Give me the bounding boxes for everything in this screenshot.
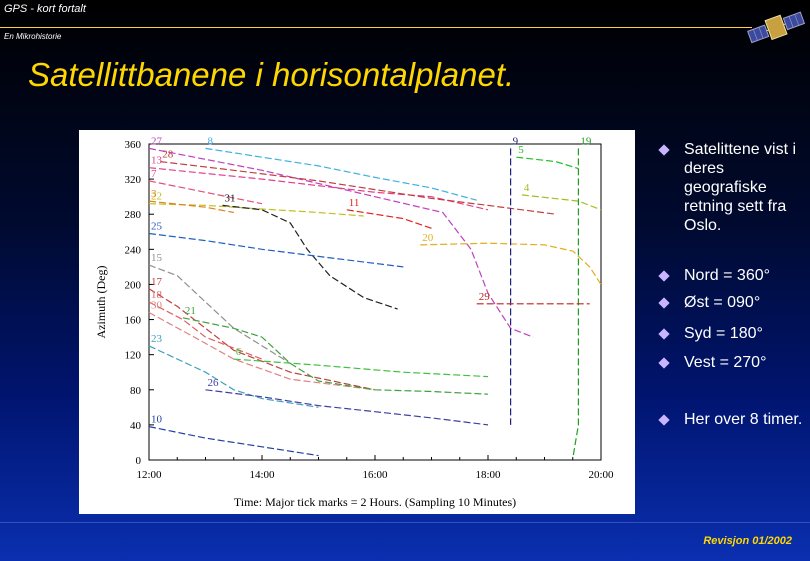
series-label-21: 21 bbox=[185, 305, 196, 317]
azimuth-chart: 0 40 80 120 160 200 240 280 320 360 12:00 14:00 16:0… bbox=[79, 130, 635, 514]
series-label-26: 26 bbox=[208, 377, 220, 389]
series-label-27: 27 bbox=[151, 135, 163, 147]
bullet-text: Satelittene vist i deres geografiske ret… bbox=[684, 141, 797, 234]
y-tick-label: 40 bbox=[130, 420, 142, 432]
series-label-15: 15 bbox=[151, 252, 163, 264]
diamond-bullet-icon bbox=[658, 270, 670, 282]
bullet-text: Øst = 090° bbox=[684, 294, 761, 311]
series-label-18: 18 bbox=[151, 289, 163, 301]
series-label-4: 4 bbox=[524, 182, 530, 194]
y-tick-label: 360 bbox=[125, 139, 142, 151]
y-tick-label: 80 bbox=[130, 385, 142, 397]
bullet-text: Syd = 180° bbox=[684, 325, 763, 342]
series-label-19: 19 bbox=[580, 135, 592, 147]
series-line-19 bbox=[572, 148, 579, 459]
plot-frame bbox=[148, 143, 602, 461]
revision-footer: Revisjon 01/2002 bbox=[703, 535, 792, 547]
series-label-28: 28 bbox=[162, 149, 174, 161]
x-tick-label: 12:00 bbox=[136, 469, 162, 481]
series-label-5: 5 bbox=[518, 144, 524, 156]
series-line-31 bbox=[222, 204, 398, 310]
series-label-9: 9 bbox=[513, 135, 519, 147]
x-tick-label: 14:00 bbox=[249, 469, 275, 481]
series-line-13 bbox=[148, 167, 489, 211]
bullet-text: Vest = 270° bbox=[684, 354, 767, 371]
series-line-10 bbox=[148, 426, 319, 457]
series-line-23 bbox=[148, 345, 319, 408]
x-tick-label: 16:00 bbox=[362, 469, 388, 481]
series-line-25 bbox=[148, 232, 404, 268]
diamond-bullet-icon bbox=[658, 297, 670, 309]
y-tick-label: 0 bbox=[136, 455, 142, 467]
x-tick-label: 20:00 bbox=[588, 469, 614, 481]
series-line-6 bbox=[233, 358, 489, 378]
series-line-7 bbox=[148, 180, 263, 205]
diamond-bullet-icon bbox=[658, 414, 670, 426]
footer-divider bbox=[0, 522, 810, 523]
series-line-27 bbox=[148, 147, 534, 338]
y-tick-label: 280 bbox=[125, 209, 142, 221]
series-label-10: 10 bbox=[151, 414, 163, 426]
slide-title: Satellittbanene i horisontalplanet. bbox=[28, 56, 515, 93]
header-divider bbox=[0, 27, 752, 28]
y-axis-label: Azimuth (Deg) bbox=[94, 266, 108, 339]
series-line-28 bbox=[160, 161, 556, 215]
diamond-bullet-icon bbox=[658, 144, 670, 156]
series-label-7: 7 bbox=[151, 168, 157, 180]
y-tick-label: 200 bbox=[125, 279, 142, 291]
series-line-3 bbox=[148, 200, 234, 214]
series-label-31: 31 bbox=[224, 192, 235, 204]
bullet-text: Her over 8 timer. bbox=[684, 411, 803, 428]
series-label-6: 6 bbox=[236, 346, 242, 358]
series-label-3: 3 bbox=[151, 188, 157, 200]
series-label-29: 29 bbox=[479, 291, 491, 303]
bullet-text: Nord = 360° bbox=[684, 267, 771, 284]
series-label-23: 23 bbox=[151, 333, 163, 345]
x-tick-label: 18:00 bbox=[475, 469, 501, 481]
series-label-11: 11 bbox=[349, 197, 360, 209]
y-tick-label: 160 bbox=[125, 315, 142, 327]
series-line-4 bbox=[521, 194, 602, 211]
series-line-11 bbox=[346, 209, 432, 229]
series-line-20 bbox=[420, 242, 602, 285]
series-line-18 bbox=[148, 301, 263, 360]
series-line-22 bbox=[148, 203, 364, 217]
series-label-30: 30 bbox=[151, 300, 163, 312]
series-line-30 bbox=[148, 311, 376, 391]
presentation-title: GPS - kort fortalt bbox=[4, 3, 86, 15]
presentation-subtitle: En Mikrohistorie bbox=[4, 32, 62, 41]
series-line-5 bbox=[516, 156, 579, 170]
series-label-17: 17 bbox=[151, 276, 163, 288]
series-label-25: 25 bbox=[151, 221, 163, 233]
series-label-20: 20 bbox=[422, 232, 434, 244]
x-axis-label: Time: Major tick marks = 2 Hours. (Sampl… bbox=[234, 495, 516, 509]
series-line-15 bbox=[148, 264, 291, 364]
series-line-26 bbox=[205, 389, 489, 426]
y-tick-label: 120 bbox=[125, 350, 142, 362]
diamond-bullet-icon bbox=[658, 328, 670, 340]
series-label-8: 8 bbox=[208, 135, 214, 147]
series-line-17 bbox=[148, 288, 376, 391]
series-line-21 bbox=[182, 317, 489, 395]
diamond-bullet-icon bbox=[658, 357, 670, 369]
series-label-13: 13 bbox=[151, 155, 163, 167]
y-tick-label: 240 bbox=[125, 244, 142, 256]
series-label-22: 22 bbox=[151, 191, 162, 203]
series-line-8 bbox=[205, 147, 477, 201]
satellite-icon bbox=[747, 11, 806, 44]
y-tick-label: 320 bbox=[125, 174, 142, 186]
